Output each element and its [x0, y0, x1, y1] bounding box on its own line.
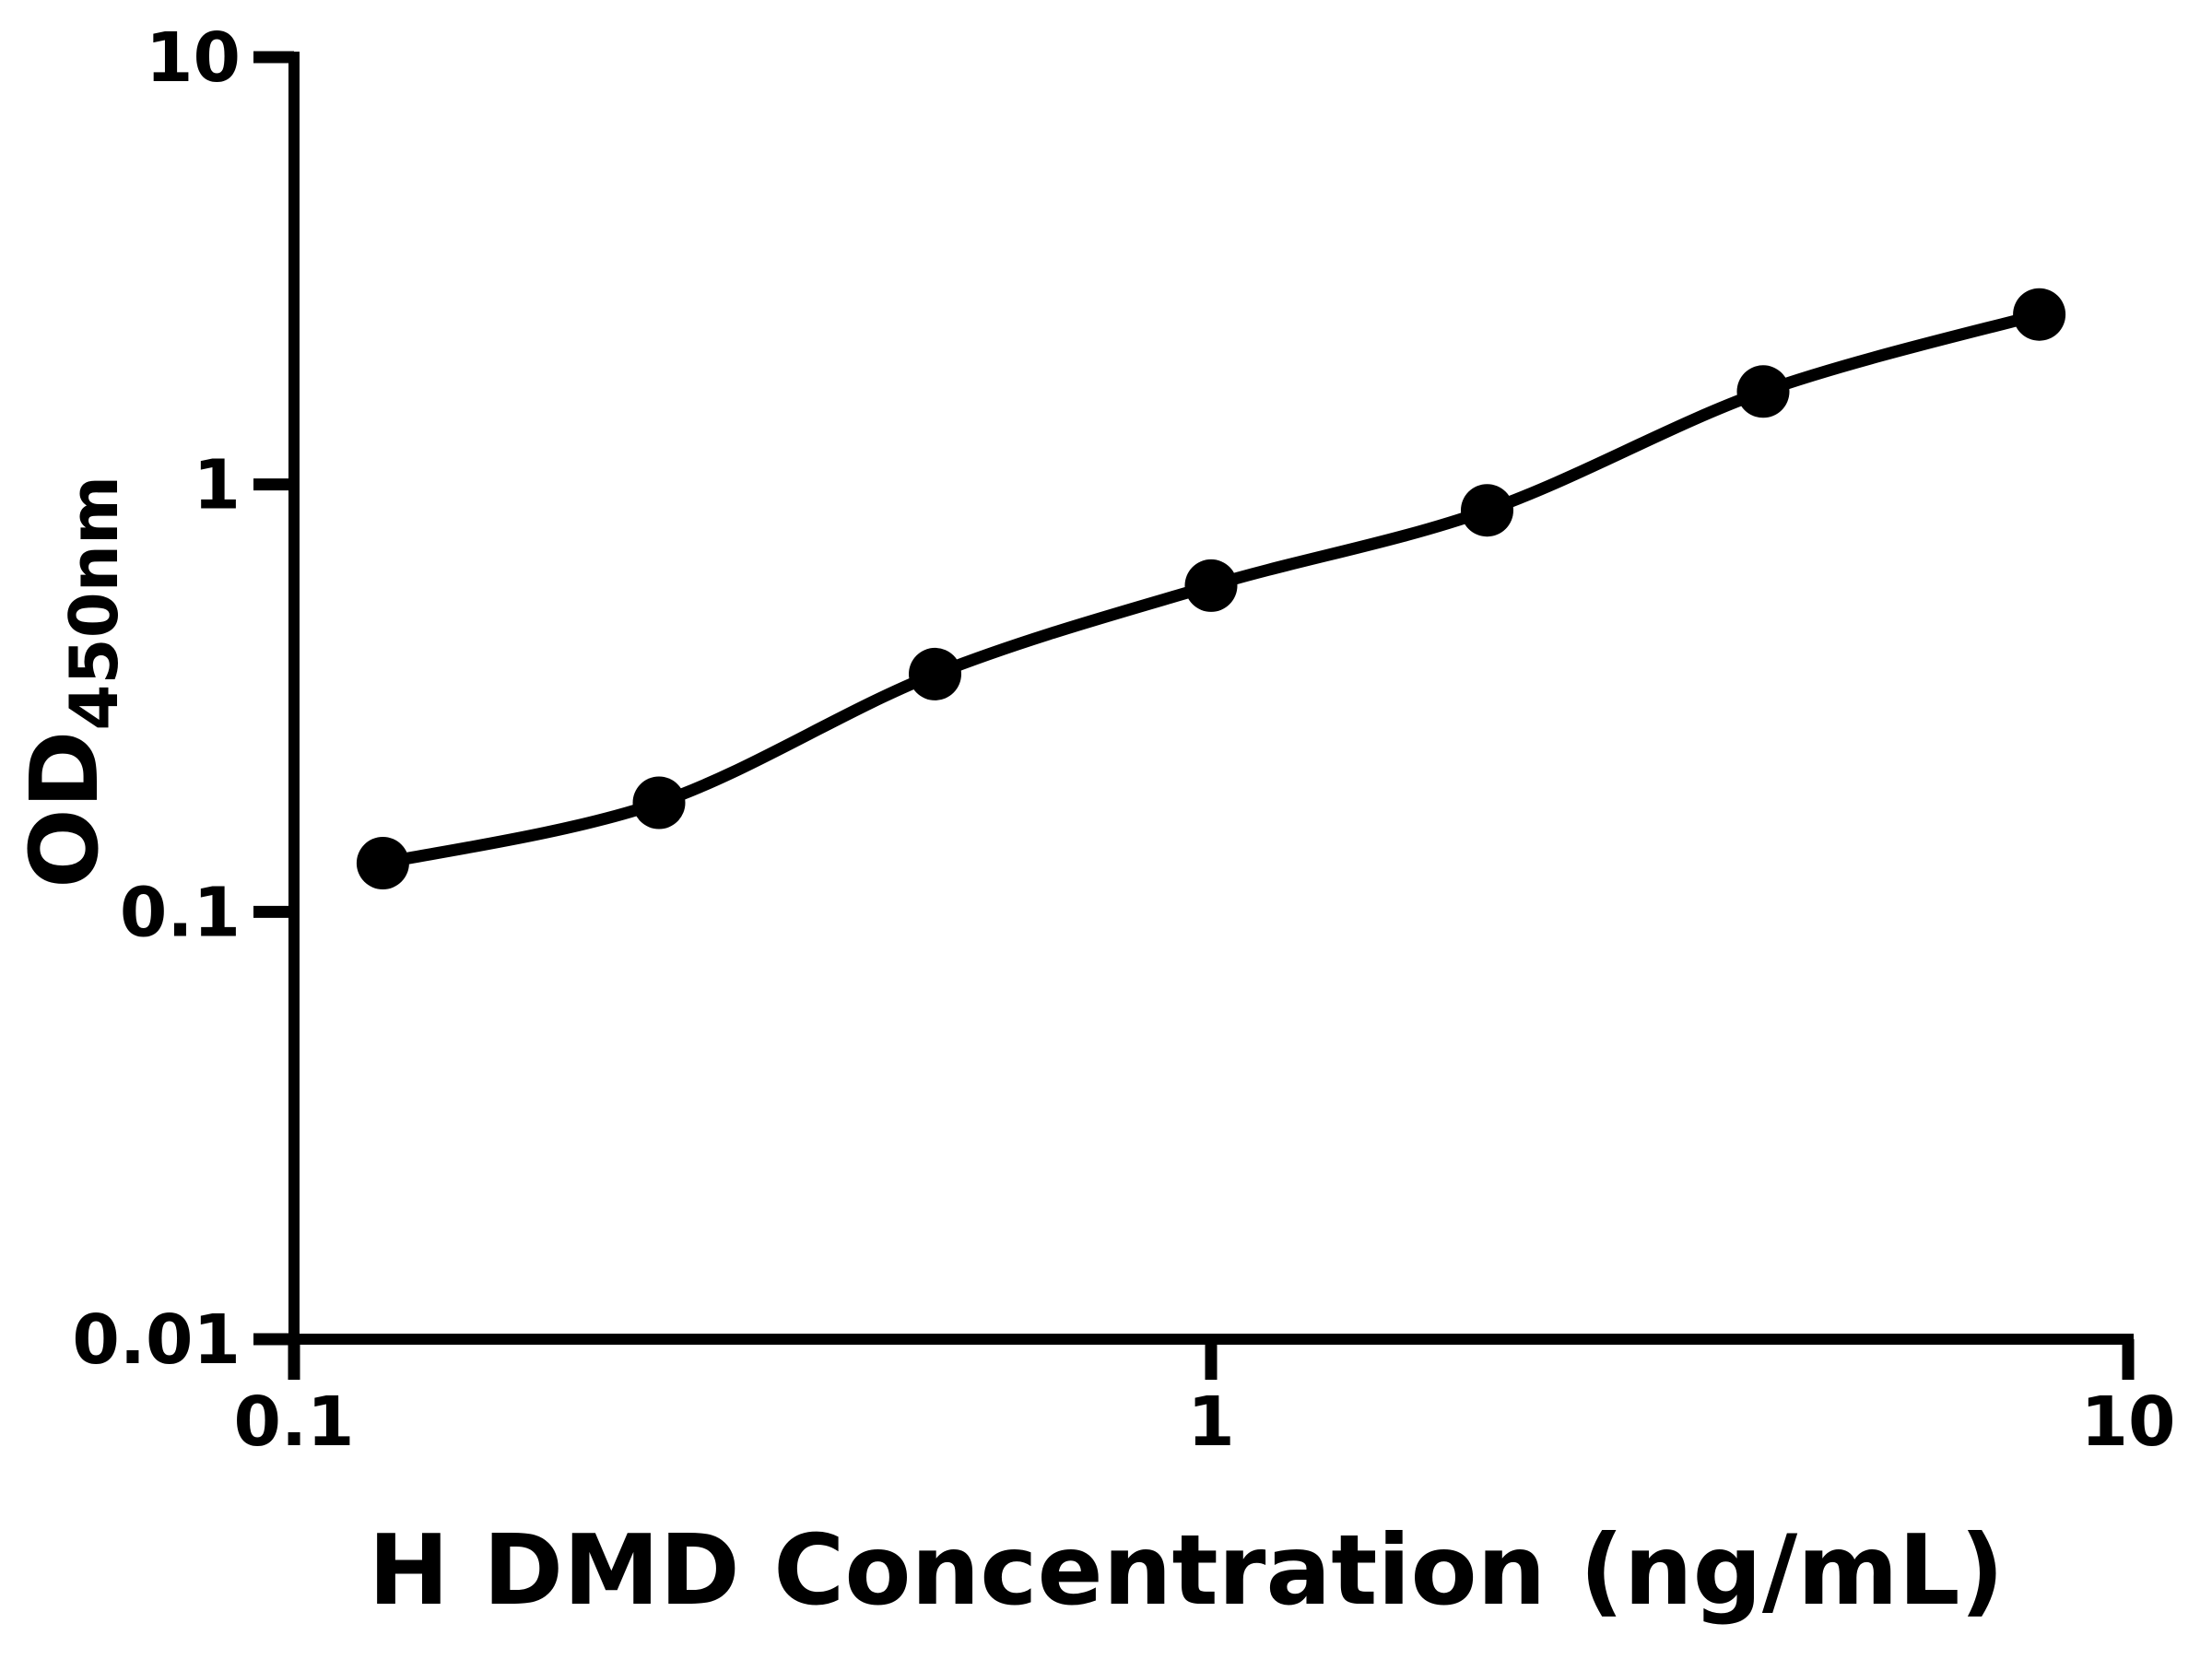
data-point-marker: [909, 647, 961, 700]
y-axis-title: OD450nm: [10, 476, 133, 888]
data-point-marker: [1184, 559, 1238, 612]
data-points: [356, 288, 2066, 889]
x-tick-label: 0.1: [233, 1382, 354, 1462]
y-tick-label: 10: [146, 18, 241, 98]
y-tick-label: 0.01: [72, 1300, 241, 1380]
y-axis-title-subscript: 450nm: [55, 476, 133, 731]
data-point-marker: [1736, 365, 1790, 418]
y-tick-label: 1: [194, 446, 241, 525]
data-point-marker: [1461, 484, 1513, 537]
x-tick-label: 1: [1187, 1382, 1235, 1462]
data-point-marker: [2013, 288, 2066, 341]
x-axis-title: H DMD Concentration (ng/mL): [369, 1514, 2005, 1627]
axes: [253, 51, 2135, 1380]
x-tick-label: 10: [2081, 1382, 2176, 1462]
data-point-marker: [356, 837, 409, 889]
data-point-marker: [632, 776, 686, 830]
y-axis-title-main: OD: [10, 731, 120, 888]
y-tick-label: 0.1: [120, 873, 241, 952]
